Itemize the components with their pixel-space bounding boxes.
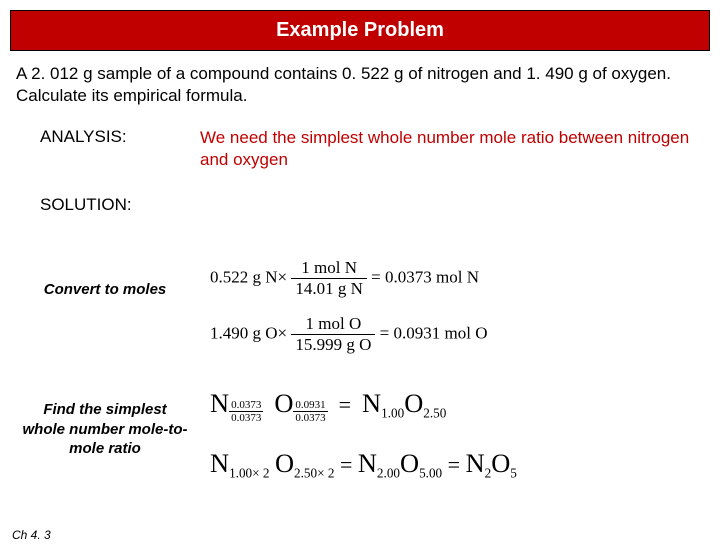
eq3-o-res: 2.50 bbox=[423, 405, 446, 420]
eq1-frac-den: 14.01 g N bbox=[291, 279, 367, 299]
eq4-o-final: 5 bbox=[510, 465, 517, 480]
eq3-o-den: 0.0373 bbox=[293, 412, 327, 424]
eq1-result: 0.0373 mol N bbox=[385, 267, 479, 286]
eq2-frac-num: 1 mol O bbox=[291, 314, 375, 335]
equation-1: 0.522 g N× 1 mol N 14.01 g N = 0.0373 mo… bbox=[210, 258, 479, 299]
analysis-text: We need the simplest whole number mole r… bbox=[200, 127, 720, 171]
analysis-section: ANALYSIS: We need the simplest whole num… bbox=[40, 127, 720, 171]
eq3-o-num: 0.0931 bbox=[293, 399, 327, 412]
eq3-n-res: 1.00 bbox=[381, 405, 404, 420]
equation-2: 1.490 g O× 1 mol O 15.999 g O = 0.0931 m… bbox=[210, 314, 487, 355]
eq2-mass: 1.490 g O bbox=[210, 323, 278, 342]
eq1-frac-num: 1 mol N bbox=[291, 258, 367, 279]
eq4-n-left: 1.00× 2 bbox=[229, 465, 269, 480]
eq4-n-mid: 2.00 bbox=[377, 465, 400, 480]
step1-label: Convert to moles bbox=[30, 280, 180, 300]
solution-label: SOLUTION: bbox=[40, 195, 720, 215]
eq2-frac-den: 15.999 g O bbox=[291, 335, 375, 355]
header-bar: Example Problem bbox=[10, 10, 710, 51]
eq2-result: 0.0931 mol O bbox=[394, 323, 488, 342]
equation-3: N0.03730.0373 O0.09310.0373 = N1.00O2.50 bbox=[210, 388, 446, 424]
eq4-o-mid: 5.00 bbox=[419, 465, 442, 480]
equation-4: N1.00× 2 O2.50× 2 = N2.00O5.00 = N2O5 bbox=[210, 448, 517, 481]
eq1-mass: 0.522 g N bbox=[210, 267, 278, 286]
eq4-o-left: 2.50× 2 bbox=[294, 465, 334, 480]
eq3-n-num: 0.0373 bbox=[229, 399, 263, 412]
eq3-n-den: 0.0373 bbox=[229, 412, 263, 424]
step2-label: Find the simplest whole number mole-to-m… bbox=[22, 400, 188, 459]
problem-statement: A 2. 012 g sample of a compound contains… bbox=[16, 63, 704, 107]
header-title: Example Problem bbox=[276, 19, 444, 41]
analysis-label: ANALYSIS: bbox=[40, 127, 200, 171]
